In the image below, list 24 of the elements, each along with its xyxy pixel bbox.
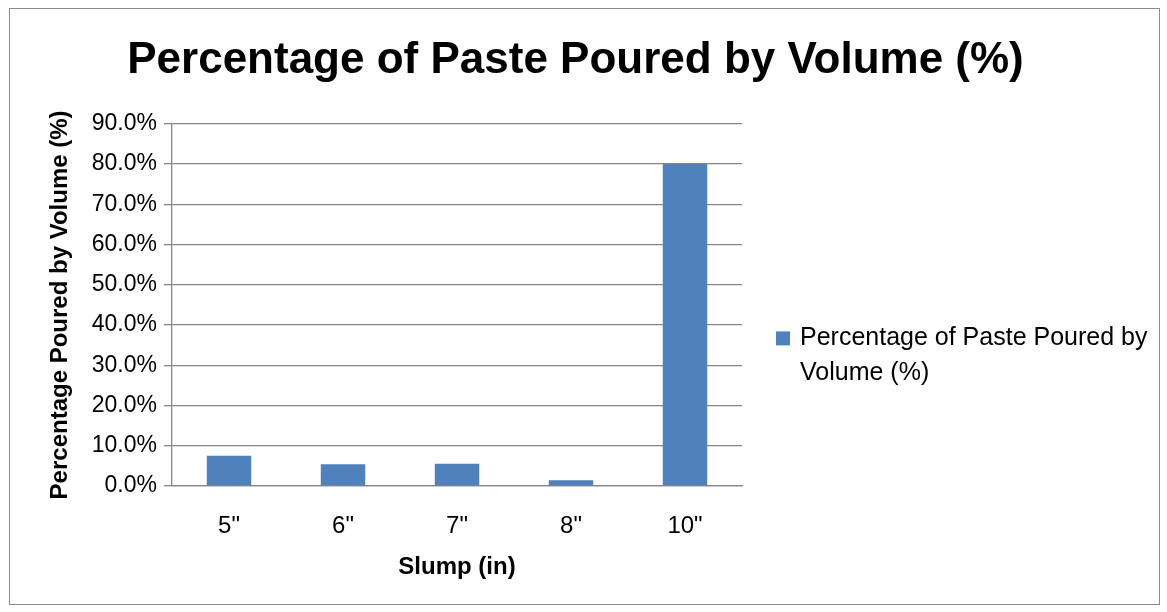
y-tick-label: 90.0% <box>91 109 157 136</box>
legend-label: Percentage of Paste Poured by Volume (%) <box>800 322 1148 386</box>
bar <box>662 164 708 486</box>
bar <box>548 480 594 486</box>
y-axis-title: Percentage Poured by Volume (%) <box>45 110 73 500</box>
y-tick-label: 10.0% <box>91 431 157 458</box>
x-tick-label: 7" <box>446 511 468 539</box>
y-tick-label: 60.0% <box>91 229 157 256</box>
x-axis-title: Slump (in) <box>398 552 516 580</box>
x-tick-label: 8" <box>560 511 582 539</box>
y-tick-label: 0.0% <box>104 471 157 498</box>
chart-title: Percentage of Paste Poured by Volume (%) <box>127 32 1024 82</box>
y-tick-label: 20.0% <box>91 390 157 417</box>
x-tick-label: 10" <box>667 511 703 539</box>
bar <box>206 455 252 486</box>
x-tick-label: 6" <box>332 511 354 539</box>
y-tick-label: 40.0% <box>91 310 157 337</box>
y-tick-label: 30.0% <box>91 350 157 377</box>
bar <box>434 463 480 486</box>
y-tick-label: 70.0% <box>91 189 157 216</box>
y-tick-label: 50.0% <box>91 270 157 297</box>
x-tick-label: 5" <box>218 511 240 539</box>
bar <box>320 464 366 486</box>
y-tick-label: 80.0% <box>91 149 157 176</box>
